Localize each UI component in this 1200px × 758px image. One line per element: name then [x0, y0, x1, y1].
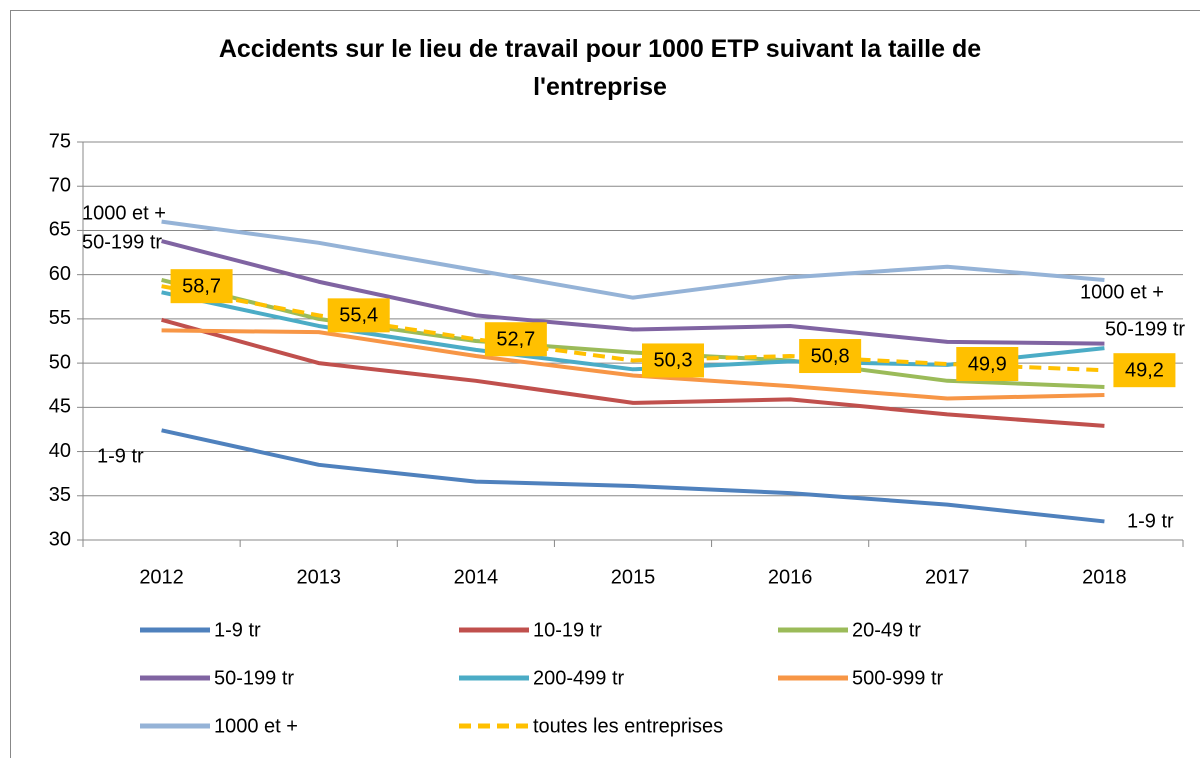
x-tick-label: 2014 — [454, 566, 499, 588]
y-tick-label: 35 — [49, 484, 71, 506]
y-tick-label: 30 — [49, 528, 71, 550]
series-line — [161, 239, 1105, 346]
data-label: 49,2 — [1125, 359, 1164, 381]
annotation: 50-199 tr — [82, 231, 162, 253]
legend-label: toutes les entreprises — [533, 715, 723, 737]
y-tick-label: 40 — [49, 440, 71, 462]
y-tick-label: 55 — [49, 307, 71, 329]
y-tick-label: 75 — [49, 130, 71, 152]
annotation: 1000 et + — [1080, 281, 1164, 303]
series-line — [161, 317, 1105, 428]
x-tick-label: 2016 — [768, 566, 813, 588]
series-line — [161, 328, 1105, 401]
legend-label: 10-19 tr — [533, 619, 602, 641]
series-line — [161, 284, 1105, 373]
data-label: 50,8 — [811, 345, 850, 367]
x-tick-label: 2013 — [296, 566, 341, 588]
annotation: 50-199 tr — [1105, 318, 1185, 340]
series-line — [161, 428, 1105, 524]
series-line — [161, 290, 1105, 372]
legend-label: 500-999 tr — [852, 667, 944, 689]
legend-label: 200-499 tr — [533, 667, 625, 689]
legend-label: 1-9 tr — [214, 619, 261, 641]
legend-label: 50-199 tr — [214, 667, 294, 689]
data-label: 50,3 — [654, 350, 693, 372]
series-line — [161, 278, 1105, 389]
data-label-box — [484, 322, 547, 357]
annotation: 1-9 tr — [97, 445, 144, 467]
x-tick-label: 2017 — [925, 566, 970, 588]
data-label: 49,9 — [968, 353, 1007, 375]
annotation: 1000 et + — [82, 202, 166, 224]
chart-frame — [10, 10, 1200, 758]
chart-title: Accidents sur le lieu de travail pour 10… — [218, 35, 982, 101]
y-tick-label: 45 — [49, 396, 71, 418]
legend-label: 20-49 tr — [852, 619, 921, 641]
y-tick-label: 65 — [49, 219, 71, 241]
data-label: 58,7 — [182, 275, 221, 297]
x-tick-label: 2015 — [611, 566, 656, 588]
legend-label: 1000 et + — [214, 715, 298, 737]
data-label-box — [327, 298, 390, 333]
data-label-box — [799, 339, 862, 374]
data-label-box — [956, 346, 1019, 381]
data-label: 55,4 — [339, 305, 378, 327]
x-tick-label: 2018 — [1082, 566, 1127, 588]
y-tick-label: 60 — [49, 263, 71, 285]
data-label-box — [170, 269, 233, 304]
x-tick-label: 2012 — [139, 566, 184, 588]
data-label-box — [642, 343, 704, 378]
data-label-box — [1113, 353, 1176, 388]
series-line — [161, 219, 1105, 300]
annotation: 1-9 tr — [1127, 510, 1174, 532]
y-tick-label: 50 — [49, 351, 71, 373]
y-tick-label: 70 — [49, 175, 71, 197]
data-label: 52,7 — [496, 329, 535, 351]
